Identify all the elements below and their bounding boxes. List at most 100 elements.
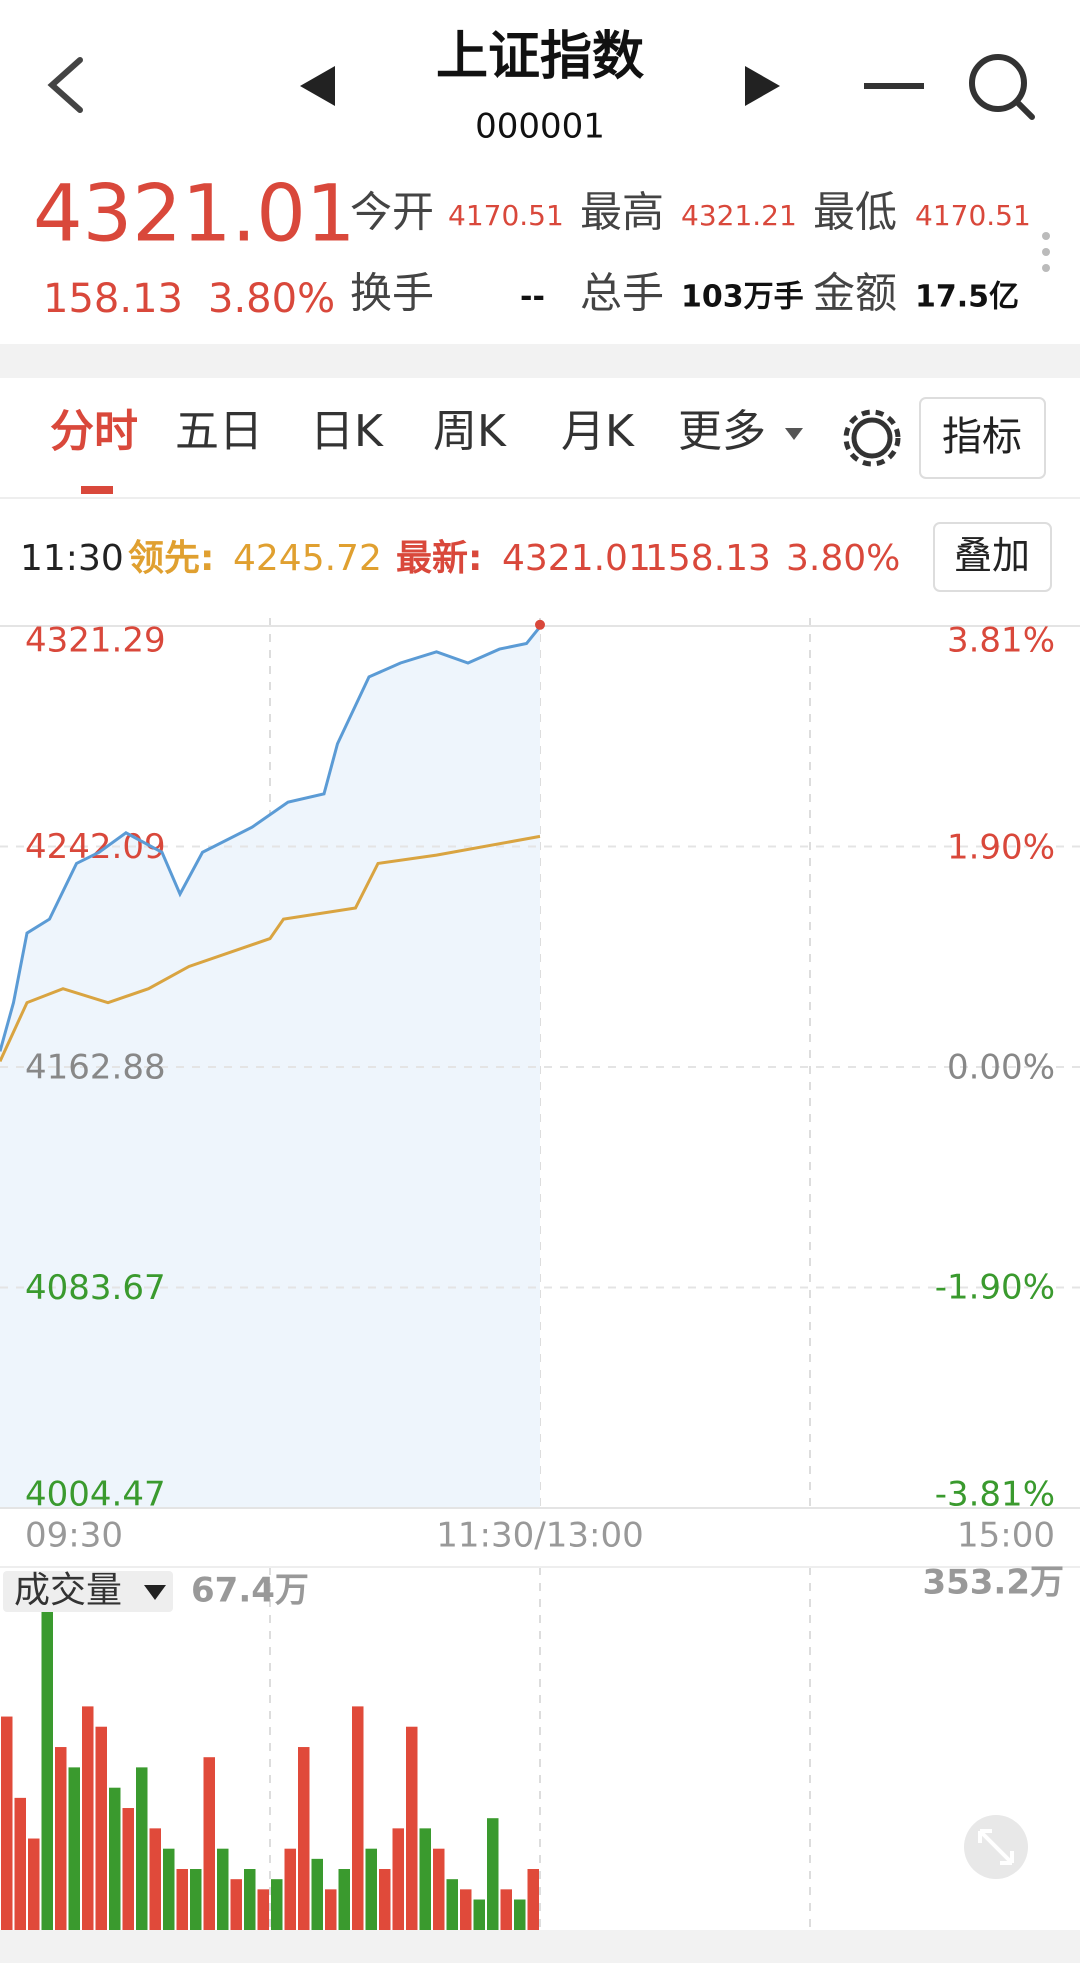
field-value: 103万手 (681, 280, 804, 315)
tab-dropdown (785, 428, 803, 440)
volume-bar (217, 1848, 229, 1930)
y2-tick-label: 3.81% (947, 621, 1055, 661)
y2-tick-label: -1.90% (935, 1267, 1055, 1307)
volume-bar (244, 1869, 256, 1930)
next-button[interactable] (745, 66, 780, 106)
volume-bar (298, 1747, 310, 1930)
volume-bar (109, 1787, 121, 1930)
volume-bar (365, 1848, 377, 1930)
field-value: 17.5亿 (915, 280, 1019, 315)
info-time: 11:30 (20, 538, 124, 579)
series-line (0, 625, 542, 1052)
price: 4321.01 (33, 169, 356, 259)
volume-bar (68, 1767, 80, 1930)
volume-bar (190, 1869, 202, 1930)
y-tick-label: 353.2万 (922, 1563, 1064, 1603)
volume-bar (28, 1838, 40, 1930)
volume-bar (149, 1828, 161, 1930)
y-tick-label: 4162.88 (25, 1048, 166, 1088)
volume-bar (446, 1879, 458, 1930)
volume-bar (379, 1869, 391, 1930)
volume-bar (352, 1706, 364, 1930)
volume-bar (325, 1889, 337, 1930)
volume-selector[interactable] (3, 1571, 173, 1612)
volume-bar (433, 1848, 445, 1930)
separator (0, 344, 1080, 378)
volume-bar (14, 1797, 26, 1930)
y2-tick-label: 1.90% (947, 828, 1055, 868)
volume-bar (230, 1879, 242, 1930)
change: 158.13 (43, 276, 183, 322)
search-button[interactable] (969, 54, 1035, 120)
title: 上证指数 (436, 27, 644, 87)
indicator-button[interactable] (919, 397, 1046, 479)
more-dots[interactable] (1042, 232, 1050, 272)
tab[interactable]: 日K (310, 406, 384, 457)
tab[interactable]: 更多 (678, 406, 766, 457)
lead-label: 领先: (128, 538, 214, 579)
back-button[interactable] (47, 57, 83, 113)
volume-bar (473, 1899, 485, 1930)
volume-bar (55, 1747, 67, 1930)
y-tick-label: 4321.29 (25, 621, 166, 661)
prev-button[interactable] (300, 66, 335, 106)
volume-bar (527, 1869, 539, 1930)
last-point (535, 619, 545, 630)
expand-button[interactable] (964, 1815, 1028, 1879)
code: 000001 (475, 107, 605, 147)
settings-button[interactable] (843, 409, 901, 467)
volume-bar (406, 1726, 418, 1930)
footer-band (0, 1930, 1080, 1963)
series-line (0, 834, 541, 1063)
volume-bar (514, 1899, 526, 1930)
volume-bar (500, 1889, 512, 1930)
volume-bar (203, 1757, 215, 1930)
volume-bar (122, 1808, 134, 1930)
volume-bar (41, 1594, 53, 1930)
volume-current: 67.4万 (191, 1571, 309, 1611)
volume-bar (311, 1858, 323, 1930)
volume-bar (136, 1767, 148, 1930)
volume-bar (338, 1869, 350, 1930)
lead-value: 4245.72 (233, 538, 382, 579)
field-label: 最高 (580, 188, 664, 237)
y-tick-label: 4242.09 (25, 827, 166, 867)
field-value: -- (520, 280, 545, 315)
overlay-button-label: 叠加 (954, 534, 1030, 578)
tab[interactable]: 月K (561, 406, 635, 457)
latest-change: 158.13 (645, 538, 771, 579)
tab[interactable]: 分时 (50, 406, 138, 457)
volume-bar (271, 1879, 283, 1930)
x-tick-label: 09:30 (25, 1516, 123, 1556)
indicator-button-label: 指标 (942, 414, 1022, 460)
field-label: 今开 (350, 188, 434, 237)
volume-bar (392, 1828, 404, 1930)
y-tick-label: 4083.67 (25, 1268, 166, 1308)
field-label: 最低 (813, 188, 897, 237)
overlay-button[interactable] (933, 522, 1052, 592)
volume-bar (176, 1869, 188, 1930)
tab[interactable]: 五日 (175, 406, 263, 457)
volume-bar (163, 1848, 175, 1930)
latest-value: 4321.01 (502, 538, 651, 579)
y2-tick-label: 0.00% (947, 1048, 1055, 1088)
latest-percent: 3.80% (786, 538, 900, 579)
volume-bar (284, 1848, 296, 1930)
volume-title: 成交量 (14, 1570, 122, 1611)
field-value: 4321.21 (681, 199, 797, 232)
latest-label: 最新: (396, 538, 482, 579)
volume-bar (419, 1828, 431, 1930)
x-tick-label: 15:00 (957, 1516, 1055, 1556)
volume-bar (82, 1706, 94, 1930)
tab-indicator (81, 486, 113, 494)
tab[interactable]: 周K (433, 406, 507, 457)
x-tick-label: 11:30/13:00 (436, 1516, 643, 1556)
volume-bar (95, 1726, 107, 1930)
percent: 3.80% (208, 276, 335, 322)
volume-bar (460, 1889, 472, 1930)
field-label: 总手 (580, 269, 664, 318)
volume-bar (487, 1818, 499, 1930)
field-label: 换手 (350, 269, 434, 318)
volume-bar (1, 1716, 13, 1930)
